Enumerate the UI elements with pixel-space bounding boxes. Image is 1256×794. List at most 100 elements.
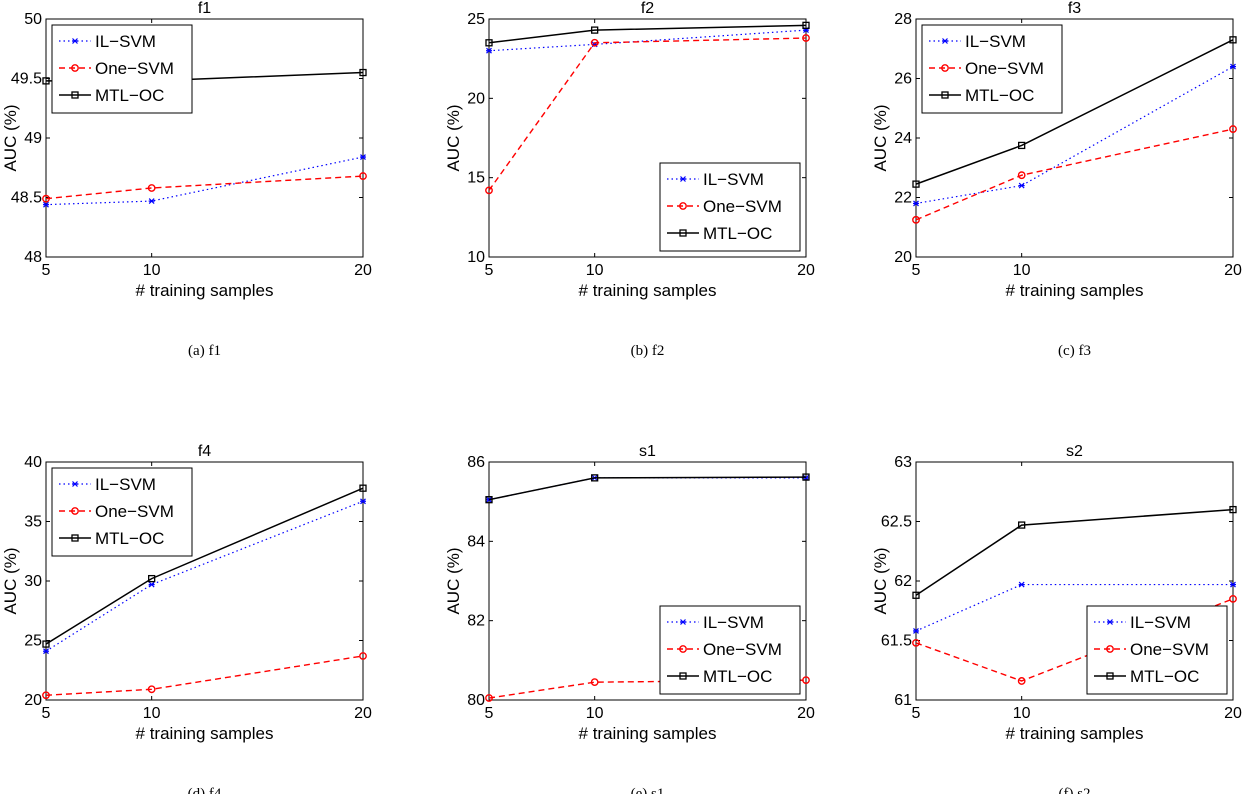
chart-title: f2 — [641, 0, 654, 17]
x-tick-label: 5 — [485, 262, 494, 279]
y-tick-label: 20 — [467, 90, 485, 107]
chart-panel-s2: s2 61 61.5 62 62.5 63 5 10 20 # training samples A… — [871, 443, 1242, 794]
legend: IL−SVM One−SVM MTL−OC — [921, 24, 1063, 114]
legend-marker — [680, 619, 686, 625]
data-point — [42, 194, 50, 203]
x-tick-label: 20 — [797, 262, 815, 279]
data-point — [359, 68, 367, 77]
y-tick-label: 48.5 — [11, 190, 42, 207]
x-tick-label: 10 — [586, 705, 604, 722]
x-tick-label: 20 — [797, 705, 815, 722]
legend-marker — [71, 64, 79, 72]
data-point — [43, 648, 49, 655]
y-tick-label: 40 — [24, 454, 42, 471]
y-tick-label: 30 — [24, 573, 42, 590]
series-line — [915, 39, 1234, 185]
data-point — [148, 581, 155, 588]
data-point — [360, 154, 366, 160]
y-tick-label: 20 — [894, 249, 912, 266]
chart-title: f4 — [198, 443, 211, 460]
legend: IL−SVM One−SVM MTL−OC — [51, 467, 193, 557]
y-tick-label: 80 — [467, 692, 485, 709]
x-axis-label: # training samples — [579, 724, 717, 743]
data-point — [43, 201, 49, 208]
legend-label: IL−SVM — [703, 613, 764, 632]
legend-marker — [72, 38, 78, 44]
y-tick-label: 86 — [467, 454, 485, 471]
chart-panel-s1: s1 80 82 84 86 5 10 20 # training samples AUC (%)… — [444, 443, 815, 794]
series-line — [488, 37, 807, 191]
chart-panel-f3: f3 20 22 24 26 28 5 10 20 # training samples AUC (… — [871, 0, 1242, 359]
x-tick-label: 20 — [1224, 262, 1242, 279]
legend-marker — [679, 672, 687, 680]
data-point — [590, 38, 599, 47]
x-tick-label: 5 — [42, 262, 51, 279]
legend-label: MTL−OC — [703, 667, 772, 686]
y-tick-label: 35 — [24, 514, 42, 531]
y-tick-label: 28 — [894, 11, 912, 28]
series-IL−SVM — [913, 581, 1236, 634]
series-One−SVM — [42, 172, 367, 203]
data-point — [591, 26, 599, 34]
y-axis-label: AUC (%) — [871, 104, 890, 171]
data-point — [913, 200, 919, 207]
data-point — [912, 180, 920, 188]
data-point — [912, 215, 920, 224]
series-MTL−OC — [912, 505, 1237, 599]
series-line — [45, 500, 364, 652]
y-tick-label: 63 — [894, 454, 912, 471]
series-line — [45, 487, 364, 645]
legend-label: MTL−OC — [965, 86, 1034, 105]
data-point — [1229, 594, 1237, 603]
data-point — [802, 21, 810, 29]
data-point — [359, 652, 367, 660]
legend-label: One−SVM — [965, 59, 1044, 78]
series-line — [488, 679, 807, 699]
data-point — [1018, 141, 1026, 150]
data-point — [1017, 171, 1026, 180]
legend-label: IL−SVM — [95, 32, 156, 51]
legend-label: One−SVM — [703, 197, 782, 216]
y-tick-label: 24 — [894, 130, 912, 147]
legend-label: IL−SVM — [95, 475, 156, 494]
series-IL−SVM — [913, 63, 1236, 207]
data-point — [802, 34, 810, 42]
y-tick-label: 15 — [467, 170, 485, 187]
y-tick-label: 61 — [894, 692, 912, 709]
x-axis-label: # training samples — [1006, 281, 1144, 300]
y-tick-label: 20 — [24, 692, 42, 709]
data-point — [42, 77, 50, 85]
legend-label: IL−SVM — [1130, 613, 1191, 632]
data-point — [1018, 581, 1025, 588]
data-point — [1229, 505, 1237, 514]
y-tick-label: 26 — [894, 71, 912, 88]
series-line — [915, 128, 1234, 221]
data-point — [913, 628, 919, 634]
legend-label: One−SVM — [703, 640, 782, 659]
chart-panel-f4: f4 20 25 30 35 40 5 10 20 # training samples AUC (… — [1, 443, 372, 794]
y-axis-label: AUC (%) — [871, 547, 890, 614]
y-tick-label: 82 — [467, 613, 485, 630]
legend-marker — [1106, 645, 1114, 653]
y-tick-label: 25 — [24, 633, 42, 650]
legend-marker — [71, 534, 79, 542]
series-One−SVM — [912, 125, 1237, 224]
x-tick-label: 5 — [485, 705, 494, 722]
legend-marker — [679, 229, 687, 237]
data-point — [802, 473, 810, 481]
data-point — [359, 172, 367, 180]
data-point — [148, 574, 156, 583]
data-point — [42, 691, 50, 700]
y-tick-label: 48 — [24, 249, 42, 266]
chart-caption: (f) s2 — [1058, 786, 1090, 794]
y-tick-label: 10 — [467, 249, 485, 266]
data-point — [360, 498, 366, 505]
data-point — [1018, 182, 1025, 189]
chart-title: f3 — [1068, 0, 1081, 17]
legend: IL−SVM One−SVM MTL−OC — [659, 162, 801, 252]
series-line — [915, 508, 1234, 596]
legend: IL−SVM One−SVM MTL−OC — [659, 605, 801, 695]
series-One−SVM — [42, 652, 367, 700]
y-axis-label: AUC (%) — [444, 547, 463, 614]
